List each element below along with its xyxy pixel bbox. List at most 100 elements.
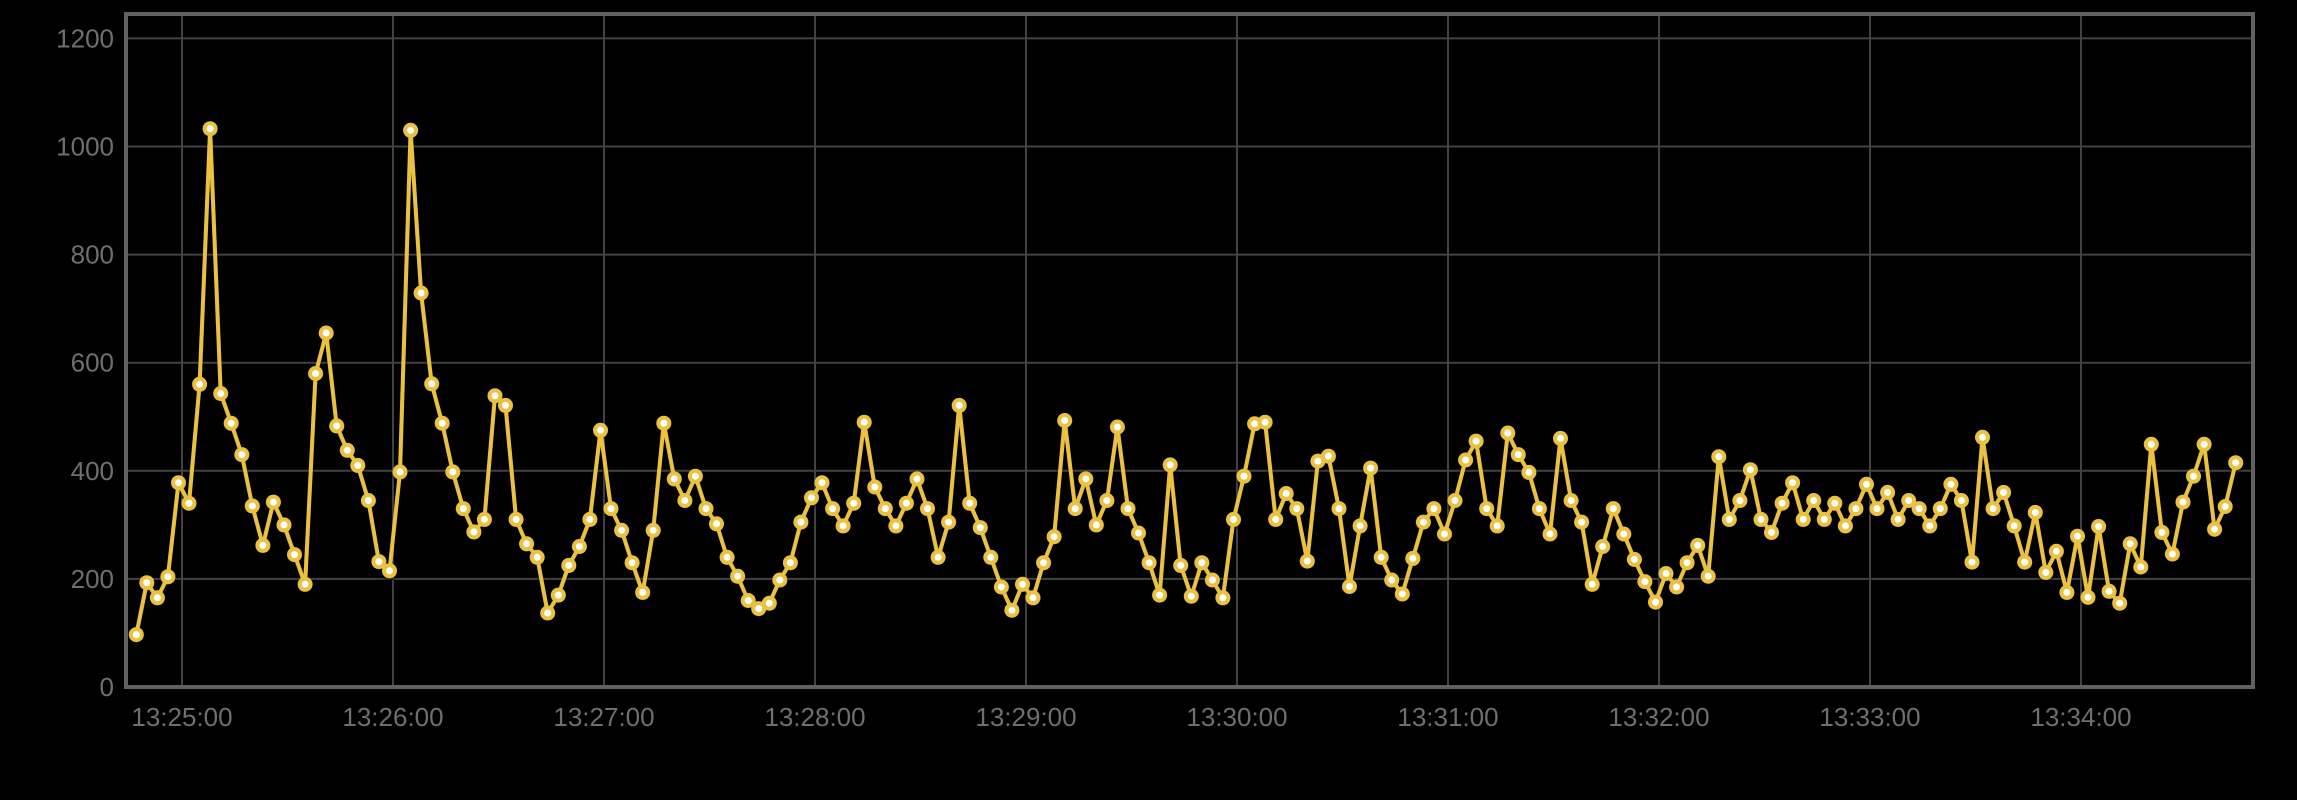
data-point-center	[744, 597, 752, 604]
data-point-center	[1768, 528, 1775, 536]
data-point-center	[1979, 433, 1986, 441]
data-point-center	[312, 370, 320, 377]
data-point-center	[1905, 497, 1913, 504]
x-tick-label: 13:29:00	[975, 702, 1076, 732]
data-point-center	[164, 573, 172, 581]
data-point-center	[1419, 518, 1427, 526]
data-point-center	[217, 390, 225, 397]
data-point-center	[839, 522, 847, 530]
data-point-center	[892, 522, 900, 530]
data-point-center	[1894, 515, 1902, 523]
data-point-center	[597, 426, 604, 434]
data-point-center	[533, 553, 541, 561]
data-point-center	[2000, 488, 2008, 496]
data-point-center	[702, 505, 710, 513]
data-point-center	[1356, 522, 1364, 530]
data-point-center	[934, 553, 942, 561]
data-point-center	[1789, 479, 1797, 487]
data-point-center	[1377, 553, 1385, 561]
y-tick-label: 800	[71, 240, 114, 270]
data-point-center	[1092, 521, 1100, 529]
x-tick-label: 13:28:00	[764, 702, 865, 732]
y-tick-label: 200	[71, 564, 114, 594]
data-point-center	[1346, 583, 1353, 590]
data-point-center	[924, 505, 931, 513]
data-point-center	[491, 392, 499, 400]
data-point-center	[1219, 594, 1227, 602]
data-point-center	[1957, 497, 1965, 504]
data-point-center	[713, 520, 720, 528]
plot-area[interactable]	[126, 14, 2253, 687]
data-point-center	[1778, 499, 1786, 507]
data-point-center	[1662, 570, 1670, 577]
data-point-center	[248, 502, 256, 510]
data-point-center	[860, 418, 868, 426]
data-point-center	[175, 479, 182, 487]
data-point-center	[1240, 472, 1248, 480]
data-point-center	[1261, 418, 1269, 426]
data-point-center	[1272, 515, 1280, 523]
data-point-center	[1694, 541, 1702, 549]
y-tick-label: 400	[71, 456, 114, 486]
data-point-center	[291, 551, 298, 559]
data-point-center	[1430, 505, 1438, 513]
data-point-center	[1799, 515, 1807, 523]
x-tick-label: 13:34:00	[2030, 702, 2131, 732]
data-point-center	[438, 419, 446, 427]
data-point-center	[1535, 505, 1543, 513]
data-point-center	[2158, 528, 2166, 536]
data-point-center	[554, 591, 562, 599]
data-point-center	[333, 422, 341, 430]
data-point-center	[132, 631, 140, 639]
data-point-center	[1251, 420, 1259, 428]
x-tick-label: 13:27:00	[553, 702, 654, 732]
data-point-center	[417, 289, 425, 297]
data-point-center	[480, 515, 488, 523]
data-point-center	[1936, 505, 1944, 513]
data-point-center	[639, 588, 647, 596]
data-point-center	[649, 526, 657, 534]
data-point-center	[259, 541, 267, 549]
data-point-center	[153, 594, 161, 602]
data-point-center	[997, 583, 1005, 591]
data-point-center	[1493, 522, 1501, 530]
data-point-center	[1324, 452, 1332, 460]
data-point-center	[1810, 497, 1818, 504]
data-point-center	[227, 419, 235, 427]
data-point-center	[1715, 453, 1723, 461]
data-point-center	[797, 518, 805, 526]
data-point-center	[238, 451, 246, 459]
data-point-center	[1050, 533, 1058, 541]
data-point-center	[2168, 550, 2176, 558]
y-tick-label: 1200	[56, 23, 114, 53]
data-point-center	[1652, 598, 1659, 606]
x-tick-label: 13:25:00	[131, 702, 232, 732]
data-point-center	[1884, 488, 1892, 496]
data-point-center	[2190, 472, 2197, 480]
data-point-center	[196, 380, 204, 388]
data-point-center	[375, 558, 383, 566]
data-point-center	[1578, 518, 1586, 526]
data-point-center	[2052, 547, 2060, 555]
data-point-center	[1008, 606, 1016, 614]
data-point-center	[1725, 515, 1733, 523]
data-point-center	[1746, 466, 1754, 474]
plot-border	[124, 12, 2255, 689]
data-point-center	[786, 559, 794, 567]
data-point-center	[850, 499, 858, 507]
data-point-center	[1230, 515, 1237, 523]
data-point-center	[1282, 490, 1290, 497]
data-point-center	[618, 526, 626, 534]
data-point-center	[280, 521, 288, 529]
data-point-center	[660, 419, 668, 427]
series-group	[128, 121, 2244, 643]
data-point-center	[1926, 522, 1934, 530]
data-point-center	[1335, 505, 1343, 513]
data-point-center	[1208, 576, 1216, 584]
data-point-center	[586, 515, 594, 523]
data-point-center	[269, 498, 277, 506]
data-point-center	[607, 505, 615, 513]
data-point-center	[829, 505, 837, 513]
